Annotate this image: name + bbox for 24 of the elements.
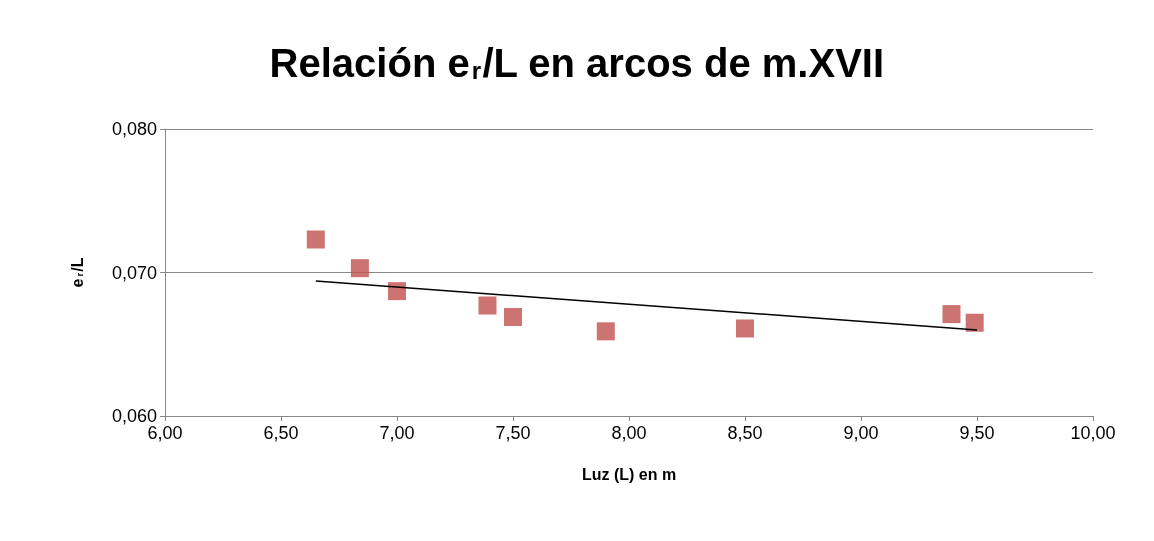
x-tick-label: 7,00 — [379, 423, 415, 443]
point — [596, 322, 615, 341]
x-tick-label: 6,00 — [147, 423, 183, 443]
y-tick-label: 0,080 — [111, 119, 157, 139]
x-tick-label: 7,50 — [495, 423, 531, 443]
point — [478, 296, 497, 315]
point — [965, 313, 984, 332]
point — [306, 230, 325, 249]
point — [736, 319, 754, 338]
x-tick-label: 9,50 — [959, 423, 995, 443]
x-tick-label: 9,00 — [843, 423, 879, 443]
point — [942, 305, 961, 324]
y-axis-title: er/L — [68, 257, 86, 288]
x-axis-title: Luz (L) en m — [581, 465, 677, 483]
x-tick-label: 8,50 — [727, 423, 763, 443]
y-tick-label: 0,070 — [111, 262, 157, 283]
x-tick-label: 10,00 — [1070, 423, 1116, 443]
chart-title: Relación er/L en arcos de m.XVII — [269, 41, 885, 85]
y-tick-label: 0,060 — [111, 406, 157, 426]
x-tick-label: 8,00 — [611, 423, 647, 443]
x-tick-label: 6,50 — [263, 423, 299, 443]
point — [504, 307, 522, 326]
point — [388, 282, 406, 301]
point — [350, 259, 369, 278]
